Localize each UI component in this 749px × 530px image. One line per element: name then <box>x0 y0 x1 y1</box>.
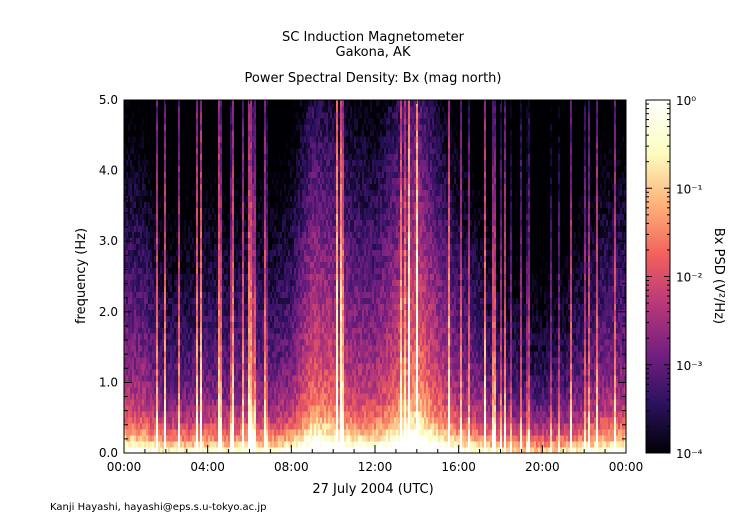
spectrogram-heatmap <box>124 100 626 453</box>
